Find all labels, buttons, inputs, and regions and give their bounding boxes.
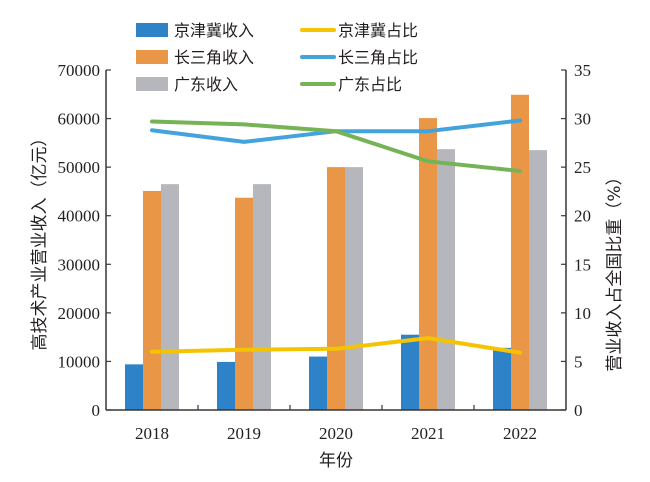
y-right-tick-label: 20 (574, 207, 591, 226)
y-right-tick-label: 5 (574, 352, 583, 371)
bar-0-2018 (125, 364, 143, 410)
x-tick-label: 2018 (135, 424, 169, 443)
legend-swatch-bar-2 (136, 77, 168, 91)
y-right-tick-label: 10 (574, 304, 591, 323)
legend-swatch-bar-1 (136, 50, 168, 64)
legend-label-line-1: 长三角占比 (338, 48, 418, 67)
bar-1-2019 (235, 197, 253, 410)
y-axis-right-title: 营业收入占全国比重（%） (605, 168, 625, 371)
x-tick-label: 2019 (227, 424, 261, 443)
lines (150, 118, 522, 355)
y-left-tick-label: 40000 (58, 207, 101, 226)
y-left-tick-label: 10000 (58, 352, 101, 371)
y-left-tick-label: 50000 (58, 158, 101, 177)
bar-0-2021 (401, 334, 419, 410)
bar-1-2018 (143, 190, 161, 410)
y-left-tick-label: 60000 (58, 110, 101, 129)
bars (125, 94, 547, 411)
y-left-tick-label: 70000 (58, 61, 101, 80)
legend-label-bar-1: 长三角收入 (174, 48, 254, 67)
x-tick-label: 2022 (503, 424, 537, 443)
legend-label-bar-0: 京津冀收入 (174, 21, 254, 40)
bar-1-2022 (511, 94, 529, 411)
y-right-tick-label: 25 (574, 158, 591, 177)
bar-1-2020 (327, 167, 345, 410)
bar-0-2019 (217, 361, 235, 410)
y-left-tick-label: 0 (92, 401, 101, 420)
legend-swatch-bar-0 (136, 23, 168, 37)
bar-2-2019 (253, 184, 271, 410)
bar-2-2022 (529, 150, 547, 410)
legend-label-bar-2: 广东收入 (174, 75, 238, 94)
x-tick-label: 2021 (411, 424, 445, 443)
y-axis-left-title: 高技术产业营业收入（亿元） (30, 130, 50, 351)
legend-label-line-2: 广东占比 (338, 75, 402, 94)
y-right-tick-label: 35 (574, 61, 591, 80)
bar-0-2022 (493, 347, 511, 410)
bar-2-2020 (345, 167, 363, 410)
x-axis-title: 年份 (319, 451, 353, 471)
y-right-tick-label: 30 (574, 110, 591, 129)
y-right-tick-label: 15 (574, 255, 591, 274)
x-tick-label: 2020 (319, 424, 353, 443)
bar-0-2020 (309, 356, 327, 410)
legend-label-line-0: 京津冀占比 (338, 21, 418, 40)
bar-2-2021 (437, 149, 455, 410)
axes: 0 10000 20000 30000 40000 50000 60000 70000 0 5 10… (58, 61, 592, 443)
y-right-tick-label: 0 (574, 401, 583, 420)
y-left-tick-label: 30000 (58, 255, 101, 274)
y-left-tick-label: 20000 (58, 304, 101, 323)
bar-2-2018 (161, 184, 179, 410)
